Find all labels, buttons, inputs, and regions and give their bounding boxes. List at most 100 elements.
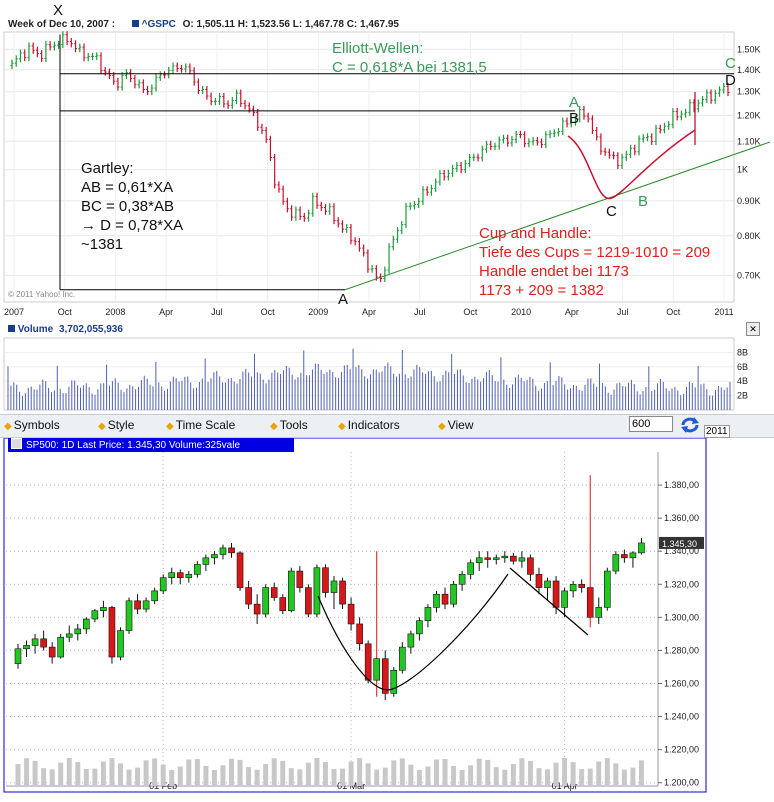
bottom-volume-bar [220, 765, 226, 786]
bottom-candle-body [638, 542, 645, 554]
bottom-volume-bar [340, 768, 346, 786]
tools-button[interactable]: ◆ Tools [270, 418, 308, 432]
top-x-tick: 2007 [4, 307, 24, 317]
gartley-line-4: → D = 0,78*XA [81, 217, 184, 234]
last-price-tag-bg [659, 536, 704, 549]
bottom-volume-bar [288, 768, 294, 786]
bottom-candle-body [125, 600, 133, 631]
bottom-candle-body [381, 658, 389, 694]
bottom-candle-body [561, 590, 568, 608]
bottom-volume-bar [322, 762, 328, 786]
style-label: Style [107, 418, 135, 432]
top-x-tick: 2008 [105, 307, 125, 317]
diamond-icon: ◆ [270, 421, 278, 432]
top-y-tick: 1.40K [737, 65, 761, 75]
bottom-candle-body [168, 572, 176, 578]
bottom-handle-line [509, 567, 589, 636]
bottom-volume-bar [305, 762, 311, 786]
bottom-volume-bar [83, 768, 89, 786]
top-header: Week of Dec 10, 2007 : ^GSPC O: 1,505.11… [8, 19, 399, 30]
view-button[interactable]: ◆ View [438, 418, 474, 432]
low-value: 1,467.78 [304, 19, 344, 30]
volume-close-button[interactable]: ✕ [746, 322, 760, 336]
bottom-candle-body [270, 587, 278, 598]
open-label: O: [182, 19, 194, 30]
top-y-tick: 0.70K [737, 270, 761, 280]
open-value: 1,505.11 [196, 19, 235, 30]
bottom-volume-bar [160, 764, 166, 786]
bottom-candle-body [569, 583, 577, 592]
copyright: © 2011 Yahoo! Inc. [8, 290, 76, 299]
bottom-volume-bar [49, 769, 55, 786]
symbols-button[interactable]: ◆ Symbols [4, 418, 60, 432]
diamond-icon: ◆ [166, 421, 174, 432]
bottom-volume-bar [271, 758, 277, 786]
gartley-line-5: ~1381 [81, 236, 124, 253]
indicators-label: Indicators [347, 418, 400, 432]
refresh-icon[interactable] [680, 416, 700, 434]
bottom-candle-body [364, 643, 372, 681]
bottom-volume-bar [280, 760, 286, 786]
cup-line-4: 1173 + 209 = 1382 [479, 282, 604, 299]
ticker-swatch [131, 20, 139, 27]
bottom-volume-bar [604, 758, 610, 786]
volume-y-tick: 8B [737, 347, 748, 357]
bottom-candle-body [475, 557, 483, 564]
bottom-candle-body [586, 587, 594, 618]
symbols-label: Symbols [13, 418, 60, 432]
bottom-candle-body [339, 580, 346, 605]
close-icon: ✕ [749, 324, 757, 334]
label-A-bottom: A [338, 291, 349, 308]
zoom-input[interactable] [629, 416, 673, 432]
label-D: D [725, 72, 736, 89]
top-x-tick: Oct [261, 307, 276, 317]
bottom-candle-body [159, 577, 167, 592]
bottom-candle-body [48, 646, 56, 658]
bottom-volume-bar [92, 768, 98, 786]
bottom-candle-body [441, 593, 449, 605]
volume-swatch [8, 325, 15, 332]
header-ticker: ^GSPC [141, 19, 176, 30]
top-x-tick: 2010 [511, 307, 531, 317]
bottom-candle-body [552, 580, 560, 608]
bottom-volume-bar [15, 764, 21, 786]
bottom-volume-bar [246, 767, 252, 786]
bottom-volume-bar [100, 761, 106, 786]
bottom-candle-body [65, 633, 73, 638]
bottom-volume-bar [348, 761, 354, 786]
bottom-candle-body [347, 603, 355, 625]
bottom-volume-bar [357, 758, 363, 786]
bottom-candle-body [578, 583, 585, 588]
bottom-volume-bar [194, 759, 200, 786]
cut-off-label: 2011 [704, 425, 730, 438]
cup-line-2: Tiefe des Cups = 1219-1010 = 209 [479, 244, 711, 261]
bottom-candle-body [399, 646, 406, 671]
bottom-y-tick: 1.320,00 [664, 579, 699, 589]
indicators-button[interactable]: ◆ Indicators [338, 418, 400, 432]
bottom-volume-bar [263, 763, 269, 786]
bottom-candle-body [108, 607, 116, 658]
bottom-candle-body [202, 557, 210, 565]
bottom-candle-body [279, 597, 287, 612]
bottom-volume-bar [510, 763, 516, 786]
bottom-candle-body [603, 570, 611, 608]
label-X: X [53, 2, 64, 19]
bottom-candle-body [245, 587, 252, 605]
bottom-candle-body [262, 587, 269, 615]
bottom-candle-body [57, 636, 65, 658]
bottom-volume-bar [579, 768, 585, 786]
bottom-volume-bar [374, 769, 380, 786]
bottom-volume-bar [613, 763, 619, 786]
bottom-y-tick: 1.340,00 [664, 546, 699, 556]
bottom-candle-body [373, 658, 381, 681]
bottom-candle-body [117, 630, 124, 658]
time-scale-button[interactable]: ◆ Time Scale [166, 418, 235, 432]
bottom-volume-bar [570, 762, 576, 786]
bottom-volume-bar [638, 760, 644, 786]
label-B-black: B [569, 110, 580, 127]
bottom-y-tick: 1.380,00 [664, 480, 699, 490]
style-button[interactable]: ◆ Style [98, 418, 134, 432]
bottom-candle-body [518, 557, 526, 562]
trend-line [344, 141, 771, 291]
